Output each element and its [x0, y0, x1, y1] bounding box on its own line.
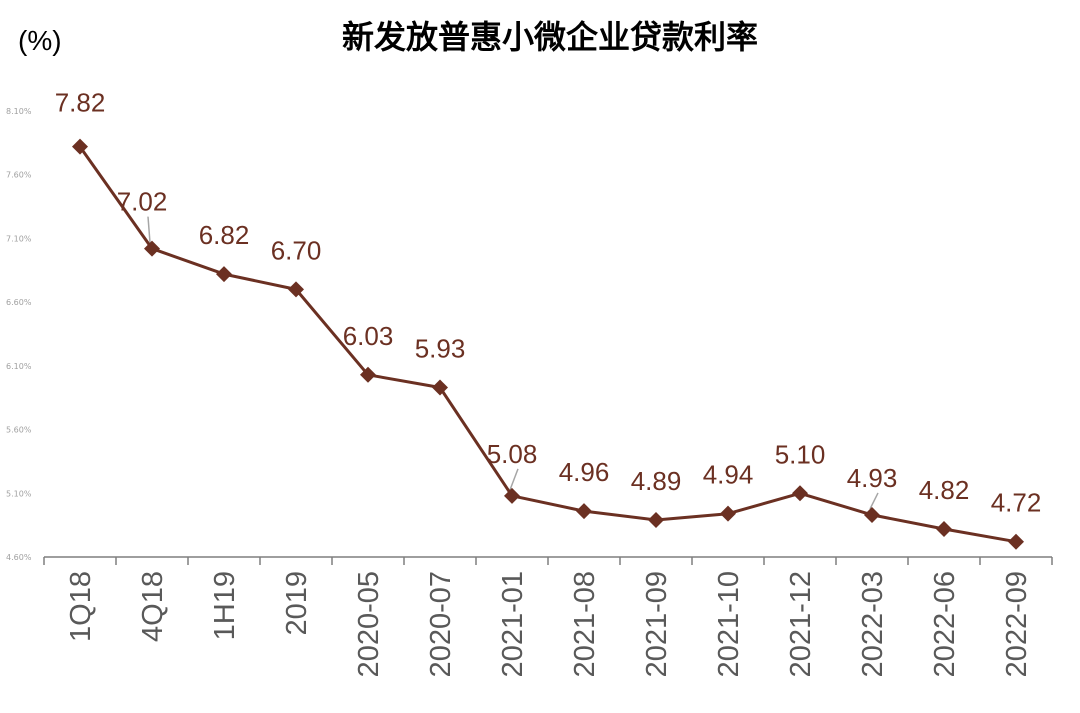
y-axis-ticks: 4.60% 5.10% 5.60% 6.10% 6.60% 7.10% 7.60% 8.10% — [6, 107, 32, 562]
x-tick-label: 2021-09 — [641, 571, 673, 677]
x-tick-label: 1H19 — [209, 571, 241, 640]
y-tick-label: 6.10% — [6, 362, 32, 371]
data-point-marker — [936, 520, 952, 537]
data-point-marker — [432, 379, 448, 396]
data-label: 6.03 — [343, 321, 394, 351]
x-tick-label: 4Q18 — [137, 571, 169, 642]
series-line-group — [78, 145, 1017, 544]
y-tick-label: 5.60% — [6, 426, 32, 435]
data-point-marker — [216, 266, 232, 283]
x-tick-label: 2020-07 — [425, 571, 457, 677]
y-tick-label: 6.60% — [6, 298, 32, 307]
y-tick-label: 5.10% — [6, 489, 32, 498]
label-leader-lines — [147, 216, 879, 510]
label-leader-line — [147, 216, 151, 243]
data-point-marker — [648, 512, 664, 529]
x-tick-label: 2019 — [281, 571, 313, 636]
data-label: 4.94 — [703, 460, 754, 490]
x-tick-label: 2022-09 — [1001, 571, 1033, 677]
x-tick-label: 2022-03 — [857, 571, 889, 677]
x-tick-label: 2021-10 — [713, 571, 745, 677]
unit-label: (%) — [18, 25, 62, 56]
x-tick-label: 2021-12 — [785, 571, 817, 677]
data-point-marker — [288, 281, 304, 298]
data-label: 4.93 — [847, 463, 898, 493]
data-label: 4.89 — [631, 466, 682, 496]
x-tick-label: 2021-08 — [569, 571, 601, 677]
data-label: 7.02 — [117, 187, 168, 217]
data-point-marker — [144, 240, 160, 257]
x-tick-label: 2021-01 — [497, 571, 529, 677]
data-point-marker — [576, 503, 592, 520]
x-axis: 1Q18 4Q18 1H19 2019 2020-05 2020-07 2021-01 202… — [43, 556, 1053, 677]
data-label: 6.82 — [199, 220, 250, 250]
data-label: 5.93 — [415, 334, 466, 364]
data-label: 5.08 — [487, 439, 538, 469]
data-point-marker — [504, 487, 520, 504]
series-line — [78, 145, 1017, 544]
y-tick-label: 7.10% — [6, 234, 32, 243]
y-tick-label: 4.60% — [6, 553, 32, 562]
data-label: 5.10 — [775, 439, 826, 469]
label-leader-line — [509, 468, 519, 491]
data-point-marker — [792, 485, 808, 502]
x-tick-label: 2020-05 — [353, 571, 385, 677]
data-point-marker — [864, 506, 880, 523]
label-leader-line — [869, 492, 879, 510]
x-tick-label: 1Q18 — [65, 571, 97, 642]
data-label: 4.72 — [991, 488, 1042, 518]
data-labels: 7.82 7.02 6.82 6.70 6.03 5.93 5.08 4.96 4.89 4.94… — [55, 88, 1042, 518]
data-point-marker — [1008, 533, 1024, 550]
y-tick-label: 8.10% — [6, 107, 32, 116]
data-label: 6.70 — [271, 235, 322, 265]
x-tick-label: 2022-06 — [929, 571, 961, 677]
data-label: 4.82 — [919, 475, 970, 505]
data-markers — [72, 138, 1024, 550]
data-point-marker — [360, 366, 376, 383]
data-label: 7.82 — [55, 88, 106, 118]
data-point-marker — [720, 505, 736, 522]
data-point-marker — [72, 138, 88, 155]
data-label: 4.96 — [559, 457, 610, 487]
y-tick-label: 7.60% — [6, 171, 32, 180]
chart-title: 新发放普惠小微企业贷款利率 — [342, 18, 758, 56]
